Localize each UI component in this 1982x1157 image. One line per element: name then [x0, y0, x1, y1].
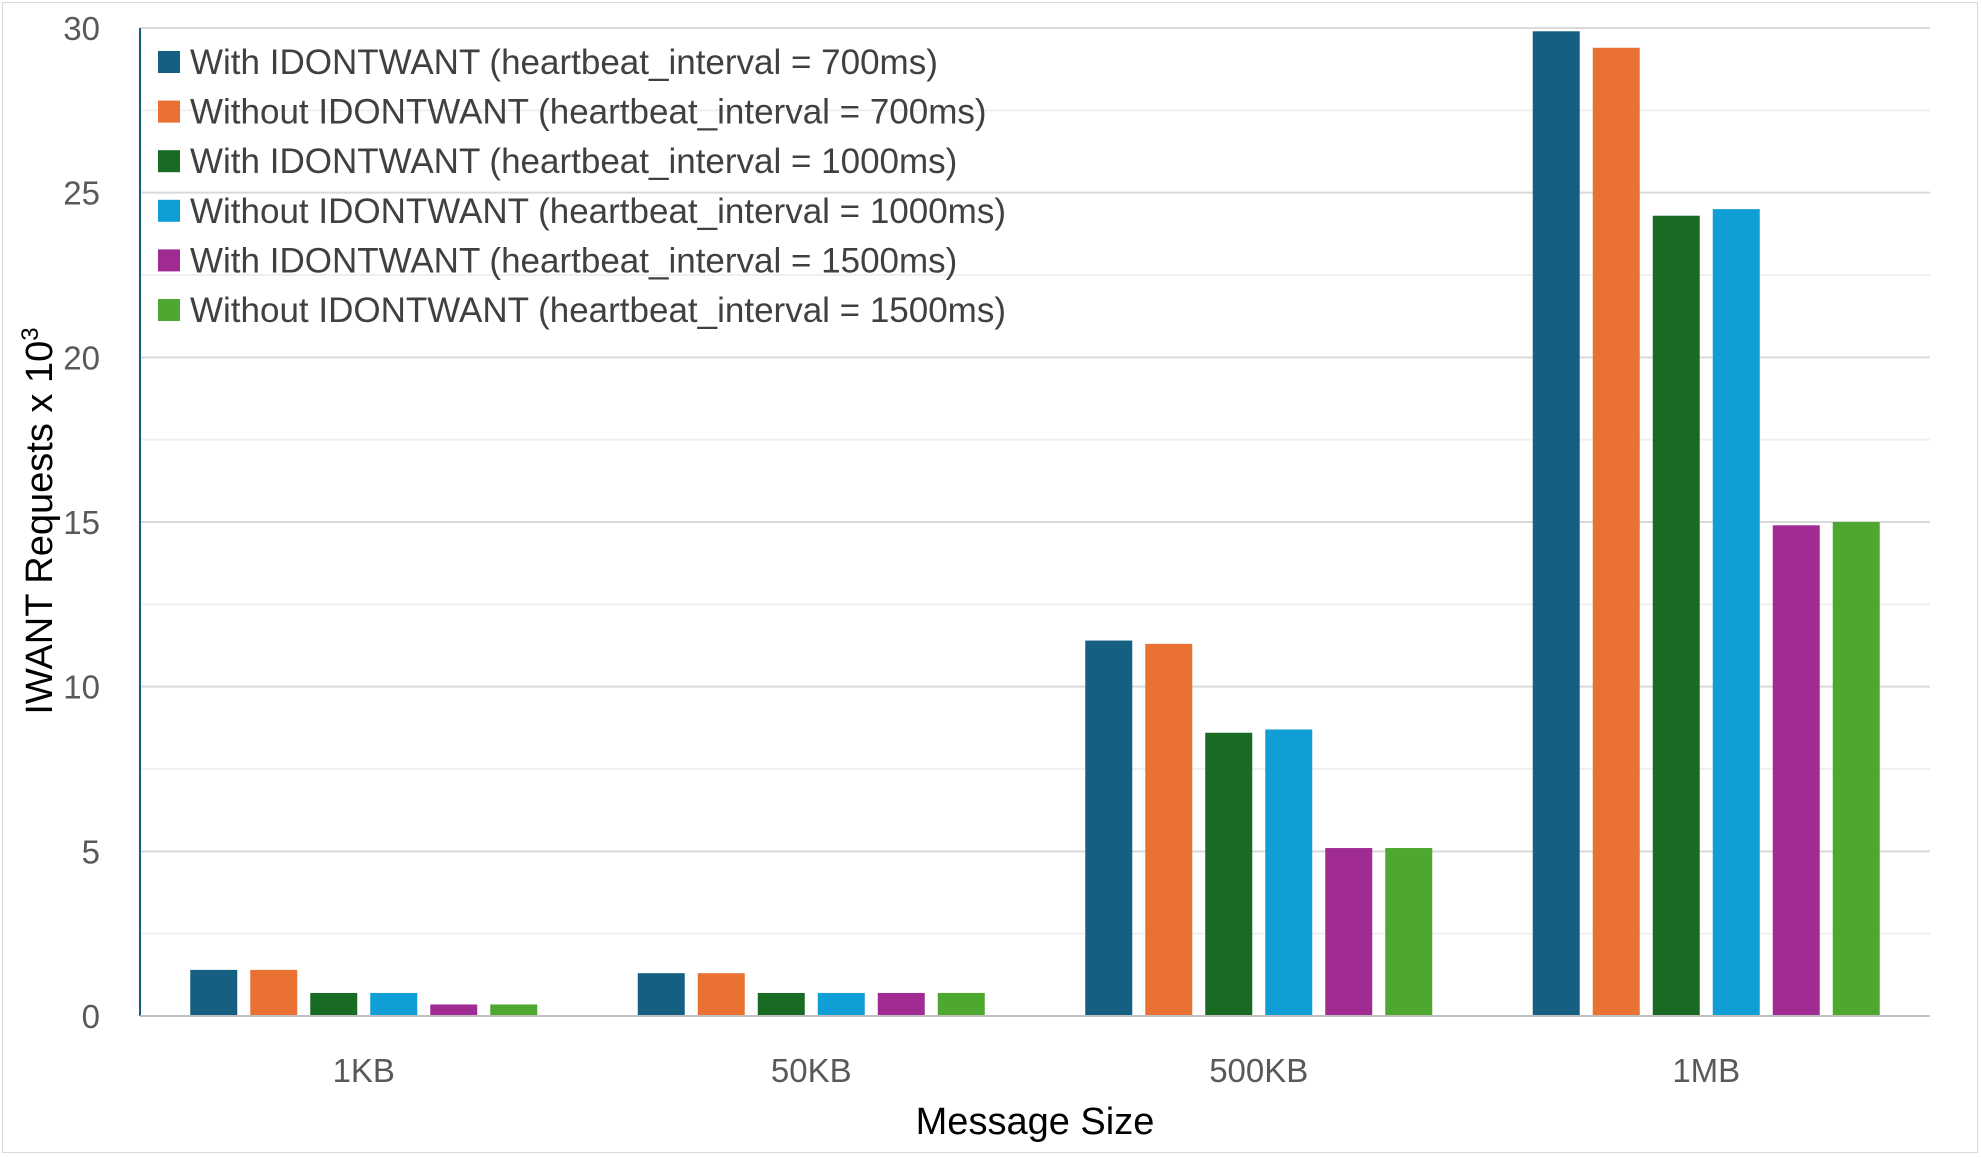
bar-50KB-series-3 — [757, 992, 805, 1016]
bar-1KB-series-3 — [310, 992, 358, 1016]
x-tick-label: 1KB — [333, 1052, 395, 1089]
bar-50KB-series-2 — [697, 973, 745, 1016]
bar-1KB-series-6 — [490, 1004, 538, 1016]
bar-500KB-series-5 — [1325, 848, 1373, 1016]
bar-500KB-series-6 — [1385, 848, 1433, 1016]
legend-swatch — [158, 100, 180, 123]
legend-label: With IDONTWANT (heartbeat_interval = 100… — [190, 142, 957, 181]
bar-1KB-series-4 — [370, 992, 418, 1016]
bar-500KB-series-1 — [1085, 640, 1133, 1016]
bar-50KB-series-4 — [817, 992, 865, 1016]
legend-swatch — [158, 199, 180, 222]
bar-1KB-series-1 — [190, 969, 238, 1016]
bar-1MB-series-4 — [1712, 209, 1760, 1017]
y-axis-title-superscript: 3 — [17, 327, 44, 340]
bar-1MB-series-1 — [1532, 31, 1580, 1016]
bar-500KB-series-4 — [1265, 729, 1313, 1016]
legend-label: With IDONTWANT (heartbeat_interval = 700… — [190, 43, 938, 82]
y-tick-label: 10 — [63, 669, 100, 706]
bar-1KB-series-2 — [250, 969, 298, 1016]
bar-50KB-series-1 — [637, 973, 685, 1016]
y-tick-label: 25 — [63, 175, 100, 212]
y-tick-label: 15 — [63, 504, 100, 541]
legend-label: Without IDONTWANT (heartbeat_interval = … — [190, 192, 1006, 231]
bar-1MB-series-6 — [1832, 522, 1880, 1016]
y-axis-title: IWANT Requests x 103 — [17, 327, 61, 714]
x-tick-labels: 1KB 50KB 500KB 1MB — [333, 1052, 1741, 1089]
bar-1KB-series-5 — [430, 1004, 478, 1016]
bar-1MB-series-5 — [1772, 525, 1820, 1016]
bar-1MB-series-3 — [1652, 215, 1700, 1017]
x-axis-title: Message Size — [916, 1101, 1155, 1143]
legend-label: Without IDONTWANT (heartbeat_interval = … — [190, 291, 1006, 330]
bar-50KB-series-6 — [937, 992, 985, 1016]
bar-1MB-series-2 — [1592, 47, 1640, 1016]
y-tick-label: 20 — [63, 339, 100, 376]
legend-swatch — [158, 299, 180, 321]
legend-swatch — [158, 249, 180, 272]
bar-500KB-series-3 — [1205, 732, 1253, 1016]
legend: With IDONTWANT (heartbeat_interval = 700… — [158, 43, 1006, 330]
legend-swatch — [158, 51, 180, 73]
x-tick-label: 1MB — [1672, 1052, 1740, 1089]
y-tick-label: 30 — [63, 10, 100, 47]
legend-swatch — [158, 150, 180, 173]
y-tick-label: 0 — [82, 998, 100, 1035]
legend-label: With IDONTWANT (heartbeat_interval = 150… — [190, 241, 957, 280]
x-tick-label: 500KB — [1209, 1052, 1308, 1089]
y-tick-labels: 0 5 10 15 20 25 30 — [63, 10, 100, 1035]
y-tick-label: 5 — [82, 833, 100, 870]
bars — [190, 31, 1880, 1017]
y-axis-title-text: IWANT Requests x 10 — [19, 341, 61, 715]
bar-500KB-series-2 — [1145, 643, 1193, 1016]
bar-50KB-series-5 — [877, 992, 925, 1016]
legend-label: Without IDONTWANT (heartbeat_interval = … — [190, 93, 987, 132]
x-tick-label: 50KB — [771, 1052, 852, 1089]
